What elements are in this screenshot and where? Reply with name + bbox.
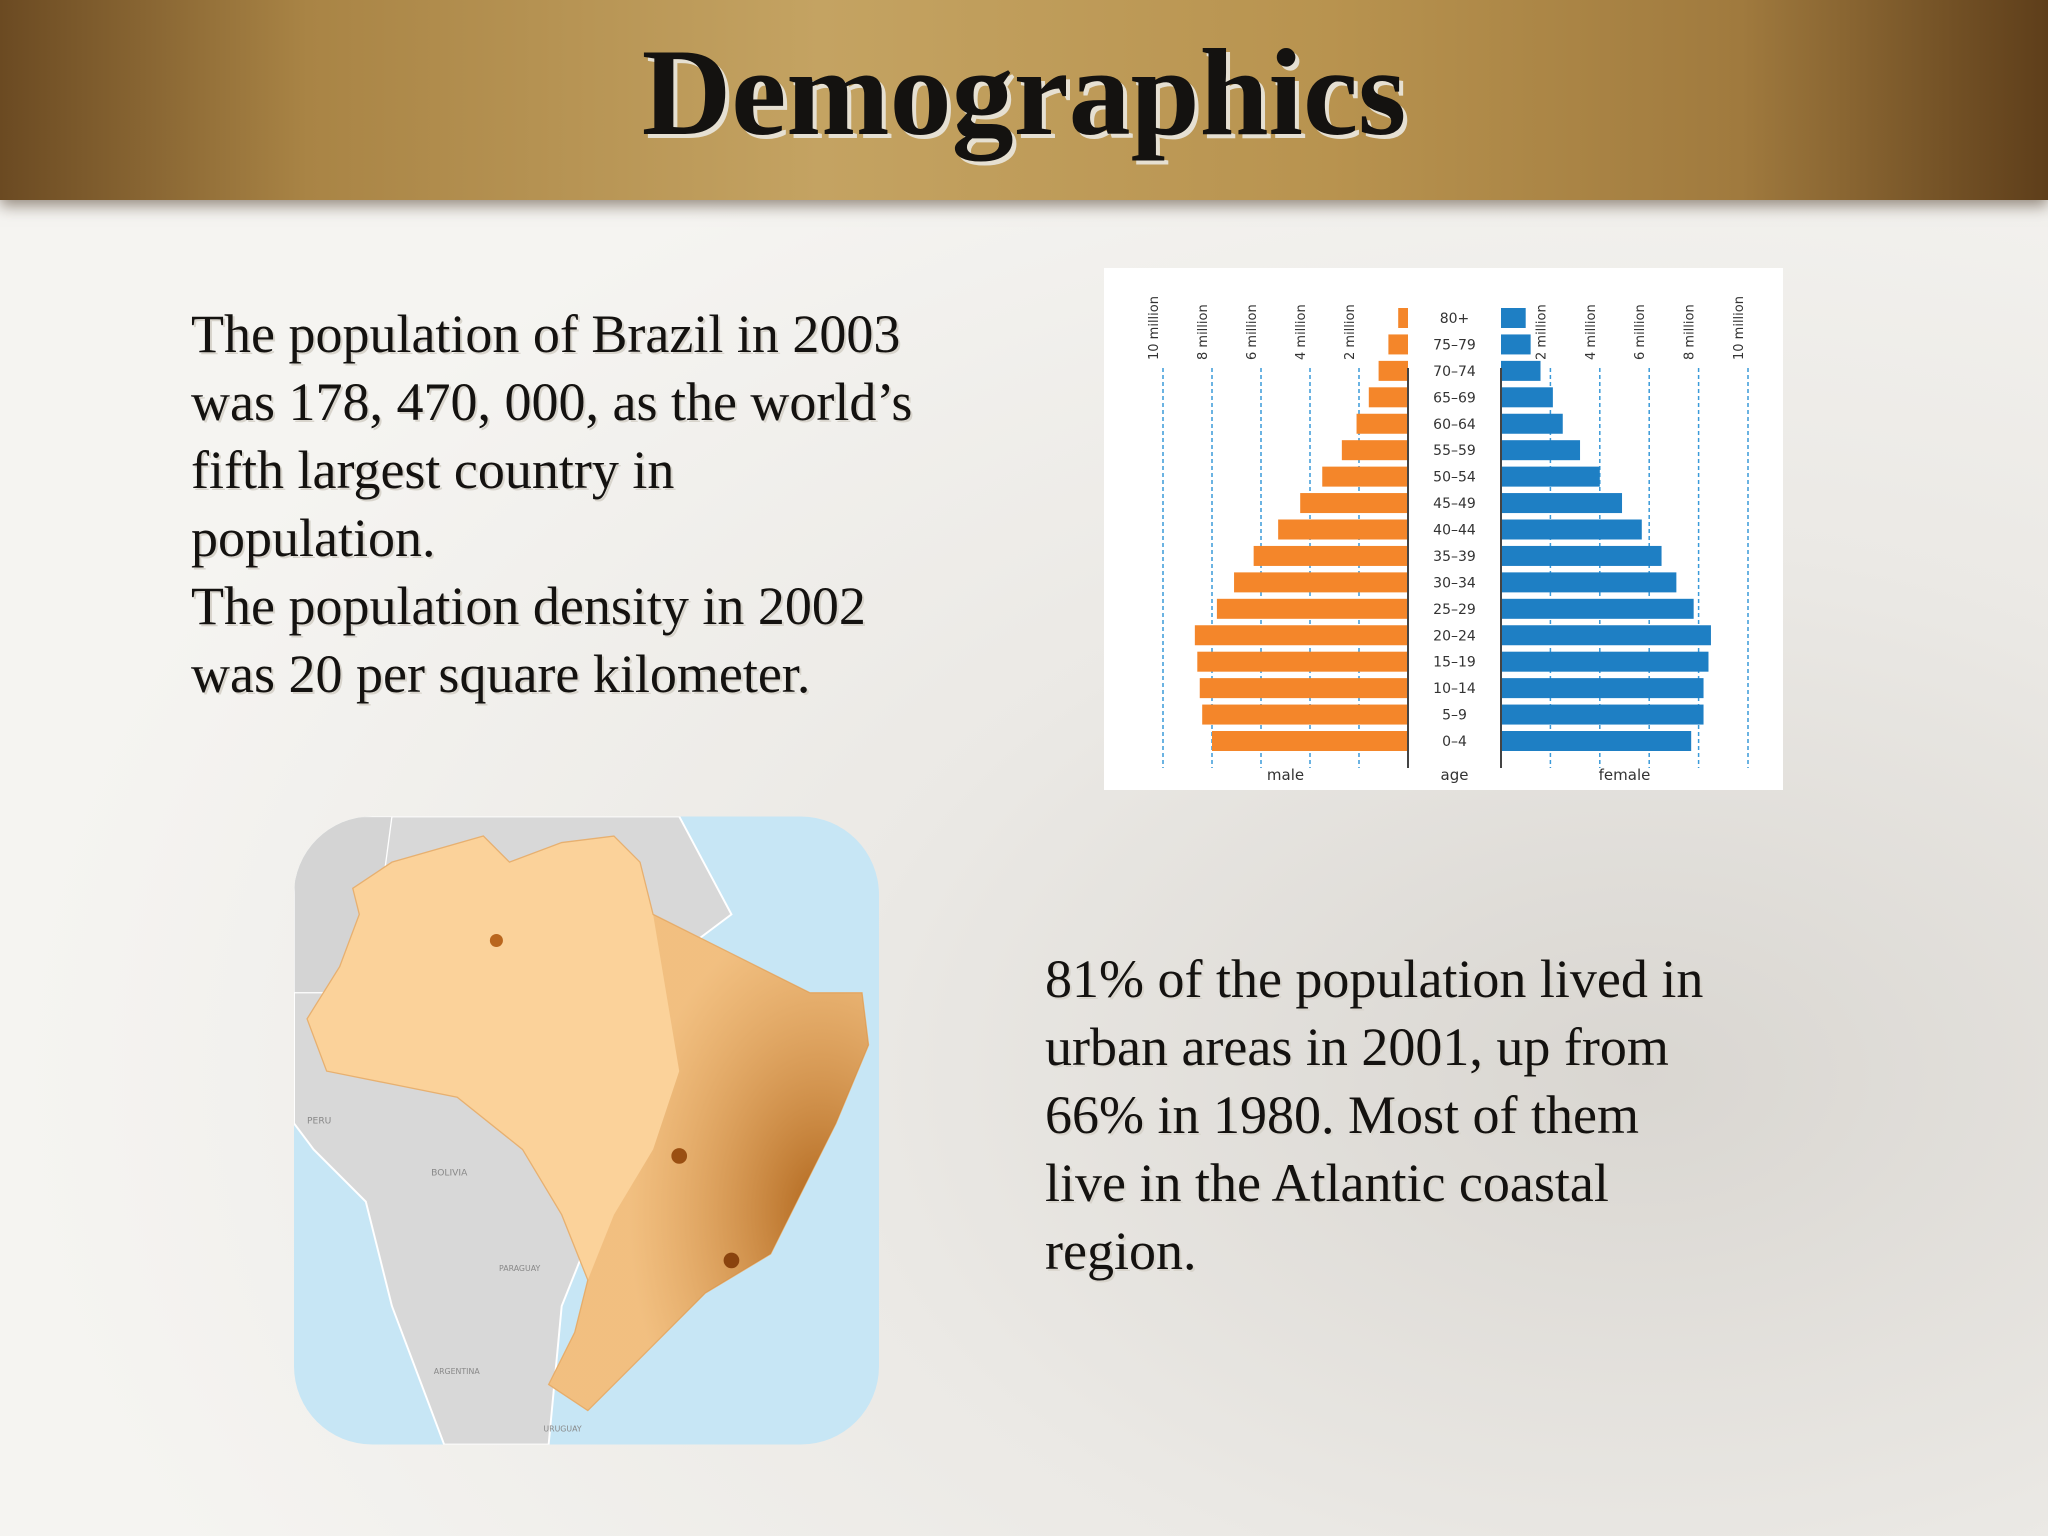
text-line: fifth largest country in <box>191 440 675 500</box>
category-label: 10–14 <box>1433 681 1476 697</box>
category-label: 65–69 <box>1433 390 1476 406</box>
bar <box>1398 308 1408 328</box>
x-tick-label: 8 million <box>1196 304 1211 360</box>
text-line: population. <box>191 508 436 568</box>
map-label: URUGUAY <box>543 1424 581 1433</box>
bar <box>1501 704 1704 725</box>
bar <box>1501 678 1704 699</box>
bar <box>1197 651 1408 672</box>
bar <box>1212 731 1408 751</box>
bar <box>1202 704 1408 725</box>
bar <box>1501 308 1526 328</box>
x-tick-label: 2 million <box>1534 304 1549 360</box>
text-line: was 20 per square kilometer. <box>191 644 811 704</box>
category-label: 70–74 <box>1433 364 1476 380</box>
legend-label: female <box>1599 766 1651 784</box>
bar <box>1378 360 1408 381</box>
bar <box>1501 625 1711 646</box>
category-label: 35–39 <box>1433 549 1476 565</box>
x-tick-label: 6 million <box>1633 304 1648 360</box>
bar <box>1501 466 1600 487</box>
bar <box>1368 387 1408 408</box>
left-paragraph: The population of Brazil in 2003 was 178… <box>191 300 912 708</box>
bar <box>1278 519 1408 540</box>
bar <box>1388 334 1408 355</box>
category-label: 25–29 <box>1433 602 1476 618</box>
bar <box>1501 387 1553 408</box>
city <box>489 933 503 948</box>
x-tick-label: 10 million <box>1147 296 1162 360</box>
x-tick-label: 6 million <box>1245 304 1260 360</box>
text-line: The population of Brazil in 2003 <box>191 304 901 364</box>
city <box>671 1148 688 1164</box>
bar <box>1501 572 1677 593</box>
category-label: 60–64 <box>1433 417 1476 433</box>
header-band <box>0 0 2048 200</box>
category-label: 55–59 <box>1433 443 1476 459</box>
x-tick-label: 2 million <box>1343 304 1358 360</box>
x-tick-label: 10 million <box>1732 296 1747 360</box>
city <box>723 1252 740 1269</box>
bar <box>1501 334 1531 355</box>
bar <box>1194 625 1408 646</box>
category-label: 50–54 <box>1433 470 1476 486</box>
bar <box>1253 545 1408 566</box>
bar <box>1356 413 1408 434</box>
bar <box>1234 572 1408 593</box>
brazil-density-map: PERU BOLIVIA PARAGUAY ARGENTINA URUGUAY <box>294 816 879 1445</box>
legend-label: male <box>1267 766 1304 784</box>
category-label: 20–24 <box>1433 628 1476 644</box>
category-label: 5–9 <box>1442 708 1467 724</box>
x-tick-label: 8 million <box>1683 304 1698 360</box>
bar <box>1501 519 1642 540</box>
bar <box>1501 440 1581 461</box>
bar <box>1199 678 1408 699</box>
map-label: ARGENTINA <box>434 1367 481 1376</box>
x-tick-label: 4 million <box>1584 304 1599 360</box>
category-label: 75–79 <box>1433 337 1476 353</box>
category-label: 30–34 <box>1433 575 1476 591</box>
bar <box>1322 466 1408 487</box>
category-label: 80+ <box>1440 311 1470 327</box>
right-paragraph: 81% of the population lived in urban are… <box>1045 945 1703 1285</box>
map-label: PARAGUAY <box>499 1264 540 1273</box>
bar <box>1501 731 1692 751</box>
bar <box>1341 440 1408 461</box>
map-label: BOLIVIA <box>431 1169 468 1179</box>
text-line: 66% in 1980. Most of them <box>1045 1085 1639 1145</box>
text-line: 81% of the population lived in <box>1045 949 1704 1009</box>
bar <box>1501 360 1541 381</box>
map-label: PERU <box>307 1116 331 1126</box>
bar <box>1501 598 1694 619</box>
category-label: 40–44 <box>1433 523 1476 539</box>
population-pyramid: 2 million 2 million 4 million 4 million 6 mi… <box>1104 268 1783 790</box>
bar <box>1501 493 1623 514</box>
bar <box>1300 493 1408 514</box>
dense-coast <box>548 914 869 1411</box>
axis-title: age <box>1441 766 1469 784</box>
text-line: live in the Atlantic coastal <box>1045 1153 1609 1213</box>
bar <box>1501 413 1563 434</box>
bar <box>1216 598 1408 619</box>
bar <box>1501 651 1709 672</box>
category-label: 45–49 <box>1433 496 1476 512</box>
text-line: urban areas in 2001, up from <box>1045 1017 1669 1077</box>
category-label: 15–19 <box>1433 655 1476 671</box>
text-line: region. <box>1045 1221 1197 1281</box>
text-line: The population density in 2002 <box>191 576 866 636</box>
slide-title: Demographics <box>641 24 1407 161</box>
category-label: 0–4 <box>1442 734 1467 750</box>
x-tick-label: 4 million <box>1294 304 1309 360</box>
text-line: was 178, 470, 000, as the world’s <box>191 372 913 432</box>
map-body <box>294 816 879 1445</box>
bar <box>1501 545 1662 566</box>
